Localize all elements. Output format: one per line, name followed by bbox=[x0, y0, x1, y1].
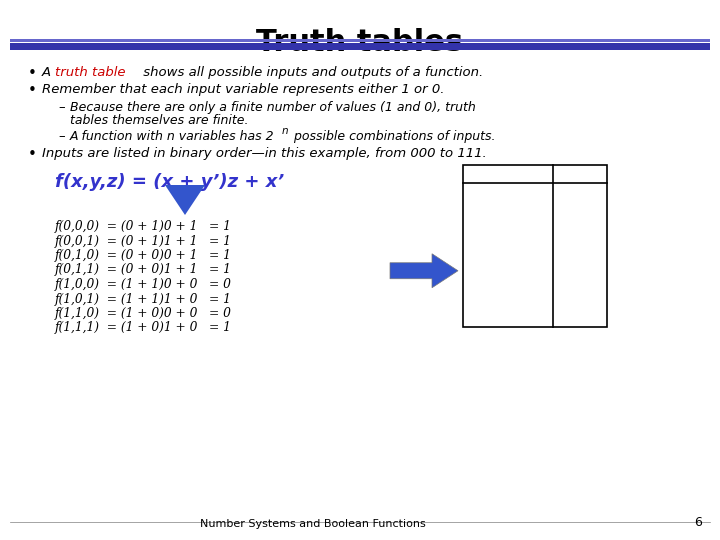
Text: y: y bbox=[505, 167, 511, 180]
Text: 0: 0 bbox=[534, 294, 541, 307]
Text: –: – bbox=[58, 130, 65, 143]
Text: f(0,0,0)  = (0 + 1)0 + 1   = 1: f(0,0,0) = (0 + 1)0 + 1 = 1 bbox=[55, 220, 232, 233]
Text: Truth tables: Truth tables bbox=[256, 28, 464, 57]
Text: f(0,0,1)  = (0 + 1)1 + 1   = 1: f(0,0,1) = (0 + 1)1 + 1 = 1 bbox=[55, 234, 232, 247]
Text: A function with n variables has 2: A function with n variables has 2 bbox=[70, 130, 274, 143]
Text: possible combinations of inputs.: possible combinations of inputs. bbox=[290, 130, 495, 143]
Text: 0: 0 bbox=[504, 204, 512, 217]
Text: 1: 1 bbox=[504, 312, 512, 325]
Text: tables themselves are finite.: tables themselves are finite. bbox=[70, 114, 248, 127]
Text: 1: 1 bbox=[576, 204, 584, 217]
Text: f(x,y,z): f(x,y,z) bbox=[559, 167, 600, 180]
Text: 0: 0 bbox=[534, 221, 541, 234]
Text: 0: 0 bbox=[534, 258, 541, 271]
Text: 0: 0 bbox=[576, 258, 584, 271]
Text: 6: 6 bbox=[694, 516, 702, 529]
Text: 1: 1 bbox=[576, 221, 584, 234]
Text: 0: 0 bbox=[474, 240, 482, 253]
Text: 1: 1 bbox=[576, 186, 584, 199]
Text: 1: 1 bbox=[474, 294, 482, 307]
Text: 1: 1 bbox=[576, 275, 584, 288]
Text: •: • bbox=[28, 66, 37, 81]
Text: 0: 0 bbox=[504, 186, 512, 199]
Text: 1: 1 bbox=[474, 258, 482, 271]
Text: 1: 1 bbox=[504, 294, 512, 307]
Text: 1: 1 bbox=[534, 275, 541, 288]
Bar bbox=[10, 39, 710, 42]
Text: f(1,0,1)  = (1 + 1)1 + 0   = 1: f(1,0,1) = (1 + 1)1 + 0 = 1 bbox=[55, 293, 232, 306]
Text: Inputs are listed in binary order—in this example, from 000 to 111.: Inputs are listed in binary order—in thi… bbox=[42, 147, 487, 160]
Text: •: • bbox=[28, 147, 37, 162]
Polygon shape bbox=[390, 254, 458, 288]
Text: f(0,1,1)  = (0 + 0)1 + 1   = 1: f(0,1,1) = (0 + 0)1 + 1 = 1 bbox=[55, 264, 232, 276]
Text: 0: 0 bbox=[474, 186, 482, 199]
Text: f(0,1,0)  = (0 + 0)0 + 1   = 1: f(0,1,0) = (0 + 0)0 + 1 = 1 bbox=[55, 249, 232, 262]
Text: –: – bbox=[58, 101, 65, 114]
Text: 0: 0 bbox=[474, 221, 482, 234]
Text: 0: 0 bbox=[534, 186, 541, 199]
Text: 1: 1 bbox=[504, 240, 512, 253]
Text: 1: 1 bbox=[504, 221, 512, 234]
Bar bbox=[463, 165, 607, 327]
Text: 1: 1 bbox=[474, 312, 482, 325]
Text: f(1,0,0)  = (1 + 1)0 + 0   = 0: f(1,0,0) = (1 + 1)0 + 0 = 0 bbox=[55, 278, 232, 291]
Text: 1: 1 bbox=[576, 240, 584, 253]
Polygon shape bbox=[165, 185, 205, 215]
Text: 0: 0 bbox=[504, 258, 512, 271]
Text: Number Systems and Boolean Functions: Number Systems and Boolean Functions bbox=[200, 519, 426, 529]
Text: •: • bbox=[28, 83, 37, 98]
Text: x: x bbox=[474, 167, 482, 180]
Text: f(1,1,0)  = (1 + 0)0 + 0   = 0: f(1,1,0) = (1 + 0)0 + 0 = 0 bbox=[55, 307, 232, 320]
Text: 1: 1 bbox=[474, 275, 482, 288]
Text: truth table: truth table bbox=[55, 66, 125, 79]
Text: f(1,1,1)  = (1 + 0)1 + 0   = 1: f(1,1,1) = (1 + 0)1 + 0 = 1 bbox=[55, 321, 232, 334]
Text: 1: 1 bbox=[534, 240, 541, 253]
Text: 1: 1 bbox=[576, 312, 584, 325]
Text: f(x,y,z) = (x + y’)z + x’: f(x,y,z) = (x + y’)z + x’ bbox=[55, 173, 284, 191]
Text: 1: 1 bbox=[534, 312, 541, 325]
Text: 0: 0 bbox=[474, 204, 482, 217]
Text: z: z bbox=[535, 167, 541, 180]
Bar bbox=[10, 43, 710, 50]
Text: 1: 1 bbox=[534, 204, 541, 217]
Text: 0: 0 bbox=[576, 294, 584, 307]
Text: A: A bbox=[42, 66, 55, 79]
Text: Remember that each input variable represents either 1 or 0.: Remember that each input variable repres… bbox=[42, 83, 444, 96]
Text: n: n bbox=[282, 126, 289, 136]
Text: Because there are only a finite number of values (1 and 0), truth: Because there are only a finite number o… bbox=[70, 101, 476, 114]
Text: 0: 0 bbox=[504, 275, 512, 288]
Text: shows all possible inputs and outputs of a function.: shows all possible inputs and outputs of… bbox=[139, 66, 483, 79]
